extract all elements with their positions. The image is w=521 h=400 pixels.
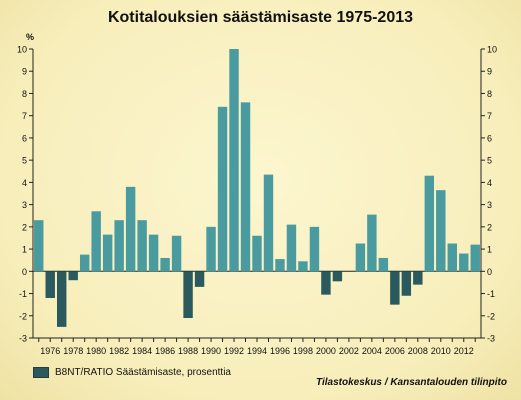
bar-1995 xyxy=(263,174,274,272)
bar-1992 xyxy=(229,49,239,272)
bar-1993 xyxy=(240,102,251,272)
x-tick-label: 1978 xyxy=(63,346,83,356)
x-tick-label: 2008 xyxy=(408,346,428,356)
y-tick-label-right: 5 xyxy=(487,156,492,166)
bar-1997 xyxy=(286,224,297,272)
y-tick-label-right: 10 xyxy=(487,45,497,55)
bar-2006 xyxy=(390,271,400,305)
source-note: Tilastokeskus / Kansantalouden tilinpito xyxy=(316,377,507,388)
y-tick-label-right: -3 xyxy=(487,334,495,344)
chart-title: Kotitalouksien säästämisaste 1975-2013 xyxy=(107,9,414,26)
chart-legend: B8NT/RATIO Säästämisaste, prosenttia xyxy=(33,367,231,378)
x-tick-label: 1994 xyxy=(247,346,267,356)
bar-1987 xyxy=(171,235,182,272)
x-tick-label: 1986 xyxy=(155,346,175,356)
y-tick-label-left: -2 xyxy=(19,311,27,321)
bar-2008 xyxy=(413,271,423,285)
bar-1983 xyxy=(125,186,136,272)
bar-1989 xyxy=(194,271,205,287)
bar-2011 xyxy=(447,243,457,272)
y-tick-label-right: 6 xyxy=(487,133,492,143)
bar-1976 xyxy=(45,271,55,298)
y-tick-label-left: 1 xyxy=(22,245,27,255)
y-axis-unit-label: % xyxy=(26,32,34,42)
x-tick-label: 1996 xyxy=(270,346,290,356)
x-tick-label: 2002 xyxy=(339,346,359,356)
x-tick-label: 2004 xyxy=(362,346,382,356)
y-tick-label-left: 6 xyxy=(22,133,27,143)
x-tick-label: 1976 xyxy=(40,346,60,356)
bar-2000 xyxy=(321,271,331,295)
x-tick-label: 1982 xyxy=(109,346,129,356)
x-tick-label: 2006 xyxy=(385,346,405,356)
x-tick-label: 2000 xyxy=(316,346,336,356)
legend-swatch xyxy=(33,367,49,378)
y-tick-label-right: 4 xyxy=(487,178,492,188)
bar-1986 xyxy=(160,257,170,272)
y-tick-label-left: 7 xyxy=(22,111,27,121)
bar-1985 xyxy=(148,234,159,272)
x-tick-label: 1988 xyxy=(178,346,198,356)
bar-2003 xyxy=(355,243,366,272)
y-tick-label-left: 3 xyxy=(22,200,27,210)
bar-1977 xyxy=(57,271,67,327)
y-tick-label-right: 0 xyxy=(487,267,492,277)
y-tick-label-right: 3 xyxy=(487,200,492,210)
bar-1990 xyxy=(206,226,216,272)
x-tick-label: 1984 xyxy=(132,346,152,356)
bar-1979 xyxy=(79,254,90,272)
y-tick-label-right: 1 xyxy=(487,245,492,255)
x-tick-label: 1992 xyxy=(224,346,244,356)
bar-1991 xyxy=(217,106,228,272)
bar-1984 xyxy=(137,220,147,272)
bar-1999 xyxy=(309,226,320,272)
y-tick-label-left: 0 xyxy=(22,267,27,277)
legend-label: B8NT/RATIO Säästämisaste, prosenttia xyxy=(55,367,231,378)
bar-1998 xyxy=(298,261,308,272)
y-tick-label-right: 8 xyxy=(487,89,492,99)
bar-2007 xyxy=(401,271,412,296)
bar-1996 xyxy=(275,259,285,272)
x-tick-label: 1990 xyxy=(201,346,221,356)
y-tick-label-left: -3 xyxy=(19,334,27,344)
y-tick-label-left: -1 xyxy=(19,289,27,299)
bar-2005 xyxy=(378,257,389,272)
x-tick-label: 1998 xyxy=(293,346,313,356)
y-tick-label-right: 7 xyxy=(487,111,492,121)
bar-2012 xyxy=(459,253,469,272)
bar-2004 xyxy=(367,214,377,272)
y-tick-label-left: 5 xyxy=(22,156,27,166)
bar-1982 xyxy=(114,220,124,272)
bar-1981 xyxy=(102,234,113,272)
y-tick-label-left: 10 xyxy=(17,45,27,55)
y-tick-label-left: 2 xyxy=(22,222,27,232)
y-tick-label-right: 2 xyxy=(487,222,492,232)
bar-1994 xyxy=(252,235,262,272)
x-tick-label: 1980 xyxy=(86,346,106,356)
bar-2001 xyxy=(332,271,343,282)
x-tick-label: 2010 xyxy=(431,346,451,356)
bar-1988 xyxy=(183,271,193,318)
bar-2013 xyxy=(470,244,480,272)
bar-2009 xyxy=(424,175,435,272)
bar-2010 xyxy=(436,190,446,272)
x-tick-label: 2012 xyxy=(454,346,474,356)
y-tick-label-right: 9 xyxy=(487,67,492,77)
y-tick-label-left: 9 xyxy=(22,67,27,77)
y-tick-label-left: 4 xyxy=(22,178,27,188)
y-tick-label-right: -2 xyxy=(487,311,495,321)
bar-1978 xyxy=(68,271,78,281)
bar-1975 xyxy=(34,220,44,272)
y-tick-label-right: -1 xyxy=(487,289,495,299)
bar-1980 xyxy=(91,211,101,272)
y-tick-label-left: 8 xyxy=(22,89,27,99)
